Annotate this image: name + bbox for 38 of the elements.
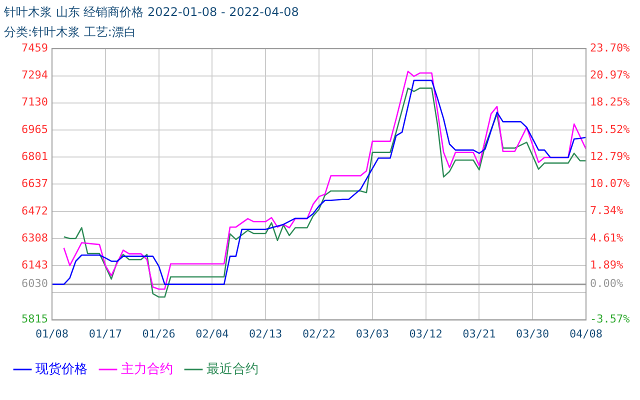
y-tick-label: 6637 — [22, 177, 48, 190]
x-tick-label: 02/13 — [249, 327, 282, 340]
x-tick-label: 03/12 — [409, 327, 442, 340]
x-tick-label: 03/21 — [462, 327, 496, 340]
x-tick-label: 02/22 — [302, 327, 336, 340]
y-tick-label: 7130 — [22, 96, 48, 109]
y-tick-label: 7294 — [22, 68, 48, 82]
y-tick-label: 6030 — [22, 277, 48, 290]
legend-label: 主力合约 — [121, 360, 173, 377]
y2-tick-label: 20.97% — [590, 68, 630, 82]
x-tick-label: 02/04 — [196, 327, 230, 340]
legend-label: 现货价格 — [36, 362, 88, 377]
y2-tick-label: 1.89% — [590, 258, 624, 272]
y-tick-label: 6472 — [22, 204, 48, 218]
y-tick-label: 6801 — [22, 150, 48, 164]
y-tick-label: 6965 — [22, 122, 48, 136]
legend-label: 最近合约 — [206, 362, 258, 377]
y-tick-label: 6308 — [22, 231, 48, 244]
x-tick-label: 01/17 — [88, 327, 122, 340]
x-tick-label: 04/08 — [569, 327, 603, 340]
y2-tick-label: -3.57% — [590, 312, 630, 326]
chart-title: 针叶木浆 山东 经销商价格 2022-01-08 - 2022-04-08 — [4, 4, 299, 21]
x-tick-label: 03/30 — [516, 327, 550, 340]
chart-subtitle: 分类:针叶木浆 工艺:漂白 — [4, 24, 136, 41]
y2-tick-label: 4.61% — [590, 231, 624, 244]
y2-tick-label: 12.79% — [590, 150, 630, 163]
y2-tick-label: 15.52% — [590, 122, 630, 136]
x-tick-label: 01/26 — [142, 327, 176, 340]
y2-tick-label: 7.34% — [590, 204, 624, 218]
y2-tick-label: 18.25% — [590, 96, 630, 109]
x-tick-label: 03/03 — [356, 327, 389, 340]
y2-tick-label: 0.00% — [590, 277, 624, 290]
x-tick-label: 01/08 — [35, 327, 69, 340]
y-tick-label: 5815 — [22, 312, 48, 326]
y-tick-label: 6143 — [22, 258, 48, 272]
y2-tick-label: 10.07% — [590, 177, 630, 190]
y-tick-label: 7459 — [22, 41, 48, 54]
y2-tick-label: 23.70% — [590, 41, 630, 54]
